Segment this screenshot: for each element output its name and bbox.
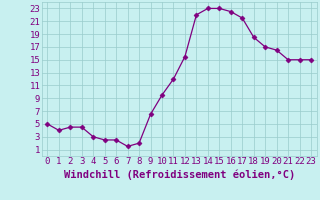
X-axis label: Windchill (Refroidissement éolien,°C): Windchill (Refroidissement éolien,°C) [64, 169, 295, 180]
